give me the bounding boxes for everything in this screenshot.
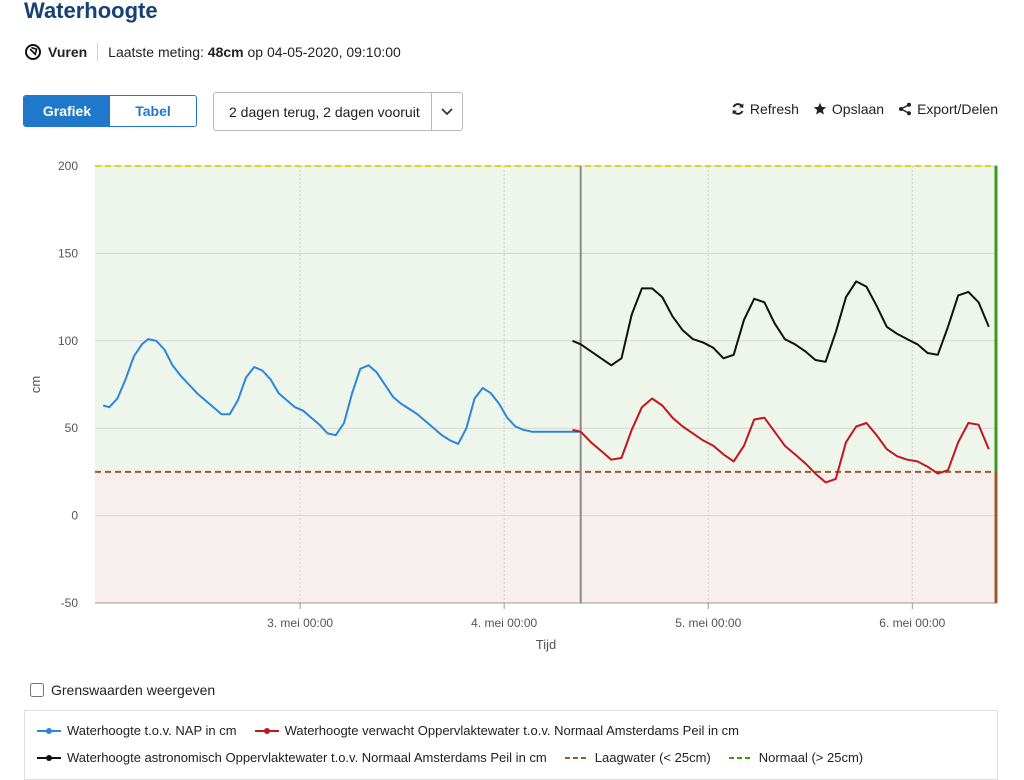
y-tick-label: 0 — [71, 509, 78, 523]
legend-item-astronomisch[interactable]: Waterhoogte astronomisch Oppervlaktewate… — [37, 750, 547, 765]
legend-row: Waterhoogte astronomisch Oppervlaktewate… — [37, 750, 863, 765]
refresh-icon — [732, 103, 744, 115]
legend-item-normaal[interactable]: Normaal (> 25cm) — [728, 750, 864, 765]
tab-grafiek[interactable]: Grafiek — [24, 96, 110, 126]
y-tick-label: 150 — [58, 246, 78, 260]
thresholds-toggle[interactable]: Grenswaarden weergeven — [30, 682, 215, 698]
series-line-0 — [102, 338, 581, 445]
x-tick-label: 6. mei 00:00 — [879, 616, 945, 630]
y-tick-label: 100 — [58, 334, 78, 348]
save-label: Opslaan — [831, 101, 885, 117]
last-measurement-value: 48cm — [207, 44, 244, 60]
refresh-label: Refresh — [749, 101, 799, 117]
y-tick-label: 50 — [65, 421, 79, 435]
period-select-value: 2 dagen terug, 2 dagen vooruit — [229, 103, 420, 120]
legend-item-laagwater[interactable]: Laagwater (< 25cm) — [564, 750, 711, 765]
measurement-info: Vuren Laatste meting: 48cm op 04-05-2020… — [24, 42, 401, 62]
legend-line-icon — [37, 727, 61, 734]
x-axis-label: Tijd — [536, 637, 556, 652]
thresholds-checkbox[interactable] — [30, 683, 44, 697]
export-label: Export/Delen — [917, 101, 998, 117]
series-line-2 — [572, 280, 990, 367]
last-measurement-time: 04-05-2020, 09:10:00 — [266, 44, 401, 60]
export-share-button[interactable]: Export/Delen — [898, 101, 998, 117]
water-level-chart: -50 0 50 100 150 200 3. mei 00:00 4. mei 00:00 5… — [28, 159, 998, 652]
y-tick-label: 200 — [58, 159, 78, 173]
y-tick-label: -50 — [61, 596, 79, 610]
legend-dash-icon — [564, 756, 589, 759]
x-tick-label: 3. mei 00:00 — [267, 616, 333, 630]
refresh-button[interactable]: Refresh — [731, 101, 799, 117]
series-line-1 — [572, 397, 990, 484]
select-divider — [431, 93, 432, 130]
legend-label: Waterhoogte t.o.v. NAP in cm — [67, 723, 237, 738]
legend-item-nap[interactable]: Waterhoogte t.o.v. NAP in cm — [37, 723, 237, 738]
page-title: Waterhoogte — [24, 0, 158, 23]
chart-band — [95, 471, 997, 603]
save-button[interactable]: Opslaan — [813, 101, 884, 117]
legend-row: Waterhoogte t.o.v. NAP in cm Waterhoogte… — [37, 723, 739, 738]
divider — [97, 43, 99, 61]
legend-item-verwacht[interactable]: Waterhoogte verwacht Oppervlaktewater t.… — [254, 723, 740, 738]
share-icon — [899, 102, 912, 116]
location-name: Vuren — [48, 44, 88, 60]
legend-label: Waterhoogte verwacht Oppervlaktewater t.… — [284, 723, 740, 738]
chevron-down-icon[interactable] — [432, 93, 462, 130]
legend-label: Laagwater (< 25cm) — [594, 750, 711, 765]
tab-tabel[interactable]: Tabel — [110, 96, 196, 126]
y-axis-label: cm — [28, 376, 43, 393]
legend-label: Waterhoogte astronomisch Oppervlaktewate… — [67, 750, 547, 765]
chart-actions: Refresh Opslaan Export/Delen — [731, 101, 998, 117]
legend-label: Normaal (> 25cm) — [758, 750, 864, 765]
star-icon — [813, 102, 827, 115]
last-measurement-on: op — [247, 44, 264, 60]
view-toggle: Grafiek Tabel — [23, 95, 197, 127]
legend-line-icon — [254, 727, 279, 734]
period-select[interactable]: 2 dagen terug, 2 dagen vooruit — [213, 92, 463, 131]
legend-line-icon — [37, 754, 61, 761]
last-measurement-label: Laatste meting: — [108, 44, 204, 60]
chart-band — [95, 166, 997, 472]
x-tick-label: 4. mei 00:00 — [471, 616, 537, 630]
thresholds-label: Grenswaarden weergeven — [51, 682, 216, 698]
legend-dash-icon — [728, 756, 753, 759]
x-tick-label: 5. mei 00:00 — [675, 616, 741, 630]
chart-legend: Waterhoogte t.o.v. NAP in cm Waterhoogte… — [24, 710, 998, 780]
location-off-icon — [25, 44, 41, 60]
